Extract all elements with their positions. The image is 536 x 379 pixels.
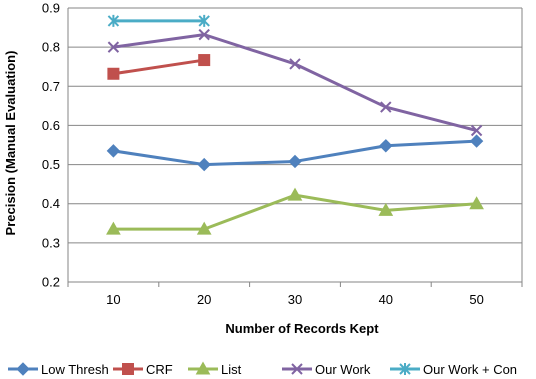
legend-item-low-thresh: Low Thresh <box>8 362 109 377</box>
legend-marker <box>291 363 303 375</box>
x-tick-label: 20 <box>197 292 211 307</box>
legend-item-our-work: Our Work <box>282 362 371 377</box>
legend-label: List <box>221 362 242 377</box>
legend-item-crf: CRF <box>113 362 173 377</box>
legend-marker <box>399 363 411 375</box>
data-point-our-work <box>107 41 120 53</box>
legend-item-our-work-con: Our Work + Con <box>390 362 517 377</box>
series-line-crf <box>113 58 205 76</box>
legend-label: Our Work <box>315 362 371 377</box>
data-point-our-work <box>470 124 483 137</box>
data-point-our-work-con <box>107 14 120 27</box>
series-low-thresh <box>106 134 484 172</box>
x-axis-title: Number of Records Kept <box>225 321 379 336</box>
x-tick-label: 10 <box>106 292 120 307</box>
legend-marker <box>122 363 134 375</box>
series-list <box>106 187 484 235</box>
data-point-our-work-con <box>198 14 210 27</box>
data-point-list <box>287 187 303 201</box>
y-axis-ticks: 0.2 0.3 0.4 0.5 0.6 0.7 0.8 0.9 <box>42 1 60 290</box>
y-tick-label: 0.4 <box>42 196 60 211</box>
y-axis-title: Precision (Manual Evaluation) <box>3 51 18 236</box>
series-our-work-con <box>107 14 210 27</box>
y-tick-label: 0.3 <box>42 235 60 250</box>
legend-label: CRF <box>146 362 173 377</box>
data-point-crf <box>198 54 211 67</box>
gridlines <box>67 7 523 283</box>
series-crf <box>107 54 211 80</box>
data-point-list <box>469 196 484 210</box>
data-point-low-thresh <box>379 139 393 153</box>
data-point-our-work <box>380 101 392 113</box>
y-tick-label: 0.2 <box>42 275 60 290</box>
y-tick-label: 0.5 <box>42 157 60 172</box>
y-tick-label: 0.6 <box>42 118 60 133</box>
data-point-list <box>196 221 212 235</box>
data-point-low-thresh <box>197 157 211 172</box>
data-point-our-work <box>198 28 210 41</box>
legend-label: Our Work + Con <box>423 362 517 377</box>
data-point-low-thresh <box>469 134 484 148</box>
legend-item-list: List <box>188 361 242 377</box>
y-tick-label: 0.7 <box>42 79 60 94</box>
legend-marker <box>195 361 211 375</box>
x-tick-label: 30 <box>288 292 302 307</box>
data-point-our-work <box>289 58 301 70</box>
series-our-work <box>107 28 483 137</box>
legend-marker <box>16 362 30 376</box>
data-point-low-thresh <box>106 144 121 158</box>
data-point-list <box>378 202 394 216</box>
series-line-our-work <box>113 33 477 132</box>
legend-label: Low Thresh <box>41 362 109 377</box>
data-point-list <box>106 221 121 235</box>
x-axis-ticks: 10 20 30 40 50 <box>67 282 523 307</box>
series-lines <box>106 14 484 235</box>
x-tick-label: 50 <box>469 292 483 307</box>
x-tick-label: 40 <box>379 292 393 307</box>
legend: Low Thresh CRF List Our Work Our Work + Con <box>8 361 517 377</box>
y-tick-label: 0.8 <box>42 40 60 55</box>
data-point-low-thresh <box>288 154 302 169</box>
data-point-crf <box>107 67 120 80</box>
y-tick-label: 0.9 <box>42 1 60 16</box>
